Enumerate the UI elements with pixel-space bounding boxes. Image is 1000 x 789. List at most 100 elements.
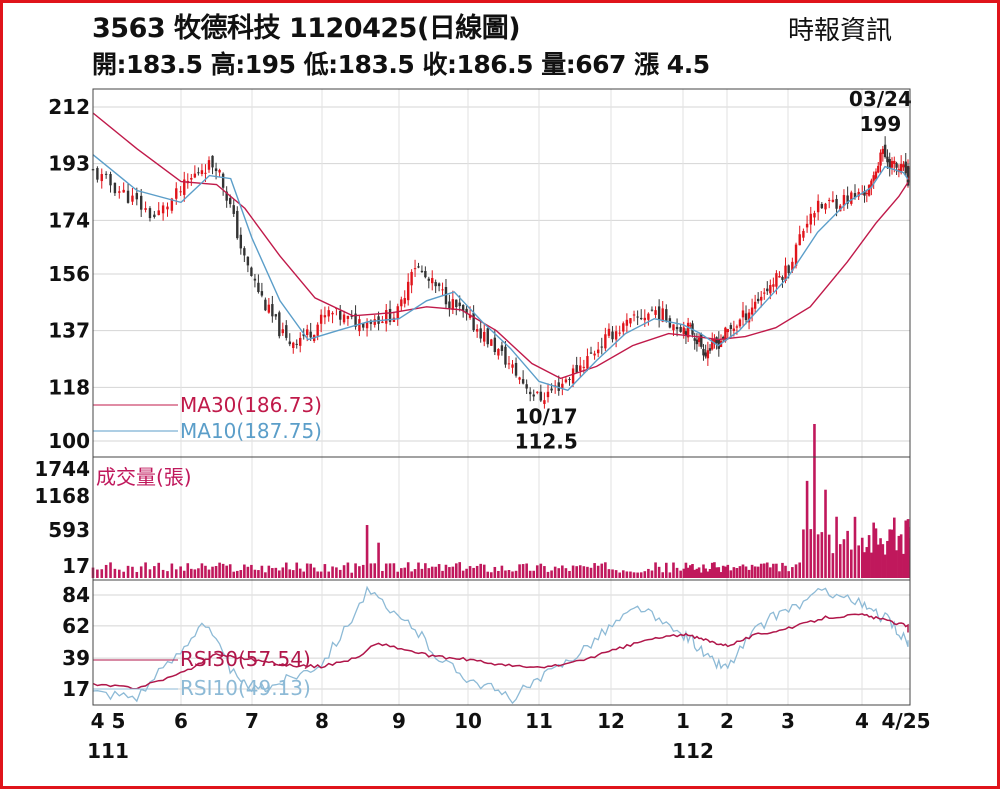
- volume-bar: [451, 566, 455, 578]
- volume-bar: [753, 566, 757, 578]
- candle-up: [571, 368, 575, 384]
- candle-up: [593, 353, 596, 356]
- volume-bar: [838, 544, 842, 578]
- candle-down: [113, 182, 117, 194]
- volume-bar: [553, 566, 557, 578]
- volume-bar: [765, 562, 769, 578]
- candle-down: [264, 299, 267, 311]
- volume-bar: [126, 565, 130, 578]
- candle-up: [358, 319, 361, 332]
- candle-down: [640, 317, 643, 320]
- volume-bar: [104, 564, 108, 578]
- candle-down: [708, 348, 712, 351]
- ma30-legend: MA30(186.73): [180, 393, 322, 417]
- candle-down: [721, 336, 725, 339]
- candle-down: [702, 348, 705, 356]
- volume-bar: [750, 564, 754, 578]
- candle-up: [166, 206, 169, 210]
- candle-up: [614, 331, 618, 340]
- volume-bar: [614, 570, 618, 578]
- candle-up: [890, 161, 894, 168]
- volume-bar: [724, 566, 727, 578]
- candle-up: [200, 170, 204, 174]
- candle-down: [787, 265, 790, 274]
- volume-bar: [611, 569, 614, 578]
- volume-bar: [319, 571, 323, 578]
- candle-up: [738, 319, 742, 327]
- candle-up: [747, 312, 751, 323]
- ma10-line: [92, 154, 909, 392]
- candle-up: [879, 152, 882, 166]
- volume-bar: [157, 562, 161, 578]
- candle-down: [883, 144, 887, 158]
- volume-bar: [661, 572, 665, 578]
- candle-up: [396, 306, 399, 320]
- volume-bar: [239, 570, 243, 578]
- volume-bar: [365, 525, 369, 578]
- candle-up: [753, 301, 757, 309]
- candle-up: [861, 193, 864, 195]
- candle-down: [135, 193, 139, 200]
- candle-up: [791, 261, 794, 271]
- candle-down: [339, 310, 342, 320]
- volume-bar: [883, 554, 887, 578]
- volume-bar: [607, 569, 611, 578]
- candle-up: [813, 213, 816, 218]
- candle-down: [197, 172, 200, 174]
- volume-bar: [369, 563, 373, 578]
- candle-up: [385, 310, 388, 324]
- candle-down: [888, 159, 891, 169]
- volume-bar: [424, 563, 427, 578]
- candle-up: [872, 175, 875, 181]
- volume-bar: [876, 544, 880, 578]
- volume-bar: [511, 571, 514, 578]
- volume-bar: [717, 567, 721, 578]
- volume-bar: [388, 563, 392, 578]
- candle-down: [243, 248, 246, 256]
- candle-up: [794, 244, 798, 266]
- candle-down: [274, 314, 278, 317]
- volume-bar: [729, 570, 733, 578]
- candle-up: [842, 195, 846, 206]
- volume-bar: [400, 568, 403, 578]
- volume-bar: [769, 567, 772, 578]
- candle-down: [260, 291, 264, 296]
- candle-down: [500, 345, 504, 352]
- candle-up: [218, 170, 221, 173]
- volume-bar: [791, 567, 794, 578]
- candle-up: [475, 329, 479, 332]
- candle-up: [582, 366, 586, 368]
- candle-down: [514, 362, 518, 376]
- volume-bar: [813, 424, 816, 578]
- volume-bar: [704, 568, 707, 578]
- candle-down: [246, 256, 250, 266]
- candle-up: [365, 321, 369, 329]
- volume-bar: [166, 571, 169, 578]
- annotation-date: 03/24: [849, 87, 912, 111]
- candle-up: [604, 334, 607, 349]
- candle-down: [886, 156, 889, 163]
- volume-bar: [557, 568, 561, 578]
- volume-bar: [117, 569, 121, 578]
- volume-bar: [274, 567, 278, 578]
- candle-down: [424, 270, 427, 278]
- candle-up: [732, 328, 736, 331]
- volume-bar: [879, 538, 882, 578]
- rsi-tick-label: 39: [62, 646, 90, 670]
- volume-bar: [284, 562, 288, 578]
- price-tick-label: 193: [48, 152, 90, 176]
- volume-bar: [744, 566, 748, 578]
- volume-bar: [679, 570, 682, 578]
- x-tick-label: 4/25: [881, 709, 930, 733]
- volume-bar: [221, 563, 225, 578]
- chart-title: 3563 牧德科技 1120425(日線圖): [92, 13, 521, 44]
- volume-bar: [182, 570, 186, 578]
- year-label: 111: [87, 739, 129, 763]
- volume-bar: [650, 570, 654, 578]
- price-tick-label: 118: [48, 375, 90, 399]
- candle-up: [413, 268, 417, 270]
- volume-bar: [298, 568, 302, 578]
- candle-down: [600, 346, 603, 348]
- candle-up: [543, 400, 546, 404]
- volume-bar: [543, 566, 546, 578]
